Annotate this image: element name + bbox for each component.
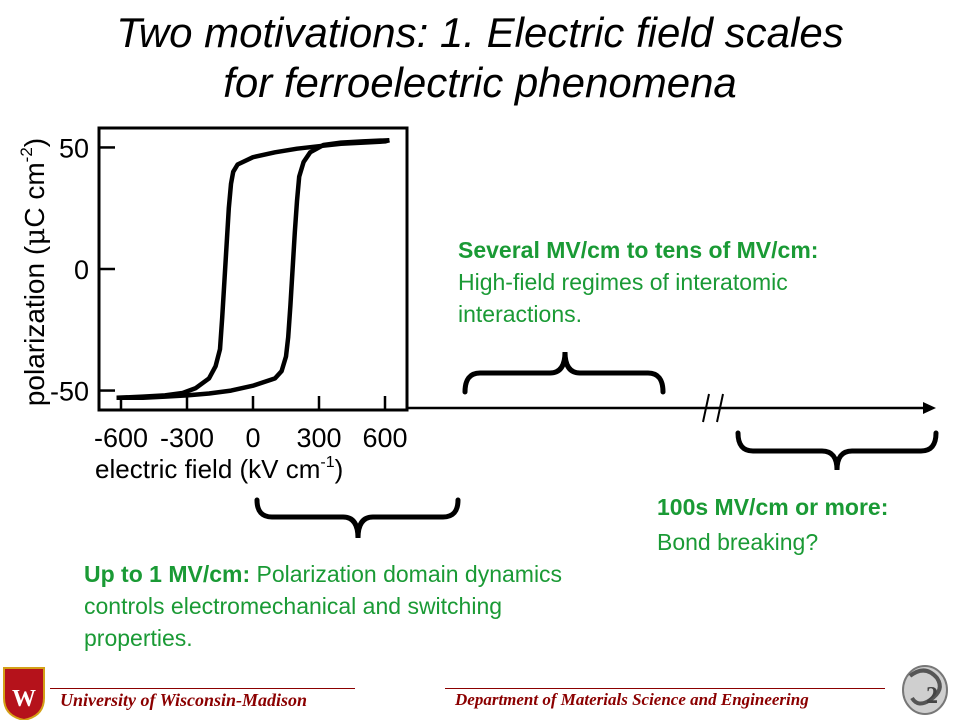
extreme-field-annotation: 100s MV/cm or more: Bond breaking? [657,490,897,560]
svg-text:2: 2 [926,683,938,709]
brace-low-field [254,497,461,539]
x-ticks: -600 -300 0 300 600 [94,396,408,453]
high-field-text: High-field regimes of interatomic intera… [458,269,788,327]
x-tick-label: 0 [245,423,260,453]
low-field-text: Polarization domain dynamics controls el… [84,561,563,651]
curve-ascending-branch [116,138,390,401]
svg-text:W: W [12,686,36,712]
title-line-1: Two motivations: 1. Electric field scale… [116,9,844,56]
brace-extreme-field [735,430,939,471]
footer-line-left [50,688,355,689]
y-axis-label: polarization (μC cm-2) [17,138,51,406]
low-field-heading: Up to 1 MV/cm: [84,561,251,587]
axis-break-mark-1 [702,393,710,423]
y-tick-label: 0 [74,255,89,285]
footer-university: University of Wisconsin-Madison [60,690,308,710]
high-field-heading: Several MV/cm to tens of MV/cm: [458,237,819,263]
axis-arrowhead [923,402,936,414]
extreme-field-heading: 100s MV/cm or more: [657,494,889,520]
extreme-field-text: Bond breaking? [657,529,819,555]
y-tick-label: 50 [59,133,89,163]
x-tick-label: 300 [296,423,341,453]
title-line-2: for ferroelectric phenomena [223,59,737,106]
footer-department: Department of Materials Science and Engi… [455,690,809,709]
high-field-annotation: Several MV/cm to tens of MV/cm: High-fie… [458,234,858,330]
brace-high-field [462,351,666,395]
low-field-annotation: Up to 1 MV/cm: Polarization domain dynam… [84,558,609,654]
mse-logo: 2 [902,665,948,715]
footer-line-right [445,688,885,689]
hysteresis-curves [116,137,390,401]
slide-title: Two motivations: 1. Electric field scale… [0,8,960,108]
y-tick-label: -50 [50,377,89,407]
x-tick-label: -300 [160,423,214,453]
uw-crest-logo: W [3,667,45,720]
plot-frame [97,126,409,412]
y-ticks: 50 0 -50 [50,133,115,407]
curve-descending-branch [116,137,390,401]
x-tick-label: -600 [94,423,148,453]
x-tick-label: 600 [362,423,407,453]
axis-break-mark-2 [716,393,724,423]
x-axis-label: electric field (kV cm-1) [95,454,343,484]
